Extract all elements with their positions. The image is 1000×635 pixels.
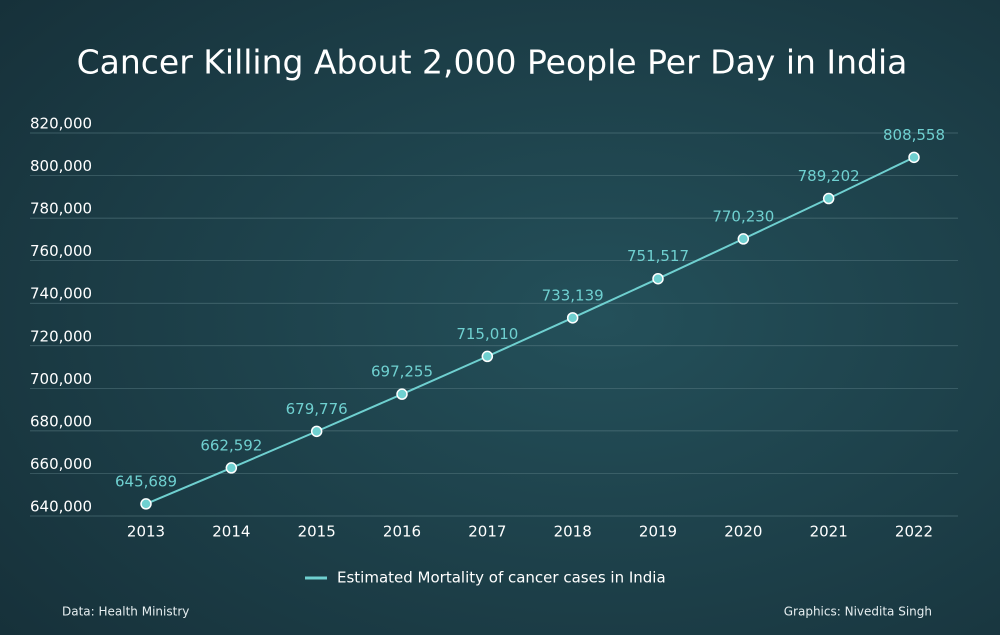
data-label: 789,202 (798, 167, 860, 185)
point (310, 425, 323, 438)
y-tick-label: 660,000 (30, 455, 92, 473)
x-tick-label: 2013 (127, 523, 165, 541)
data-label: 808,558 (883, 126, 945, 144)
credit: Graphics: Nivedita Singh (784, 605, 932, 619)
y-tick-label: 760,000 (30, 242, 92, 260)
y-tick-label: 780,000 (30, 200, 92, 218)
data-label: 751,517 (627, 247, 689, 265)
y-tick-label: 740,000 (30, 285, 92, 303)
x-tick-label: 2022 (895, 523, 933, 541)
data-label: 679,776 (286, 400, 348, 418)
point (481, 350, 494, 363)
x-tick-label: 2017 (468, 523, 506, 541)
point (566, 312, 579, 324)
x-tick-label: 2021 (810, 523, 848, 541)
x-tick-label: 2015 (298, 523, 336, 541)
point (225, 462, 238, 474)
data-label: 662,592 (200, 436, 262, 454)
x-tick-label: 2020 (724, 523, 762, 541)
x-tick-label: 2018 (554, 523, 592, 541)
source: Data: Health Ministry (62, 605, 189, 619)
x-tick-label: 2019 (639, 523, 677, 541)
legend-label: Estimated Mortality of cancer cases in I… (337, 569, 666, 587)
x-tick-label: 2016 (383, 523, 421, 541)
data-label: 645,689 (115, 472, 177, 490)
line (145, 156, 915, 505)
y-tick-label: 800,000 (30, 157, 92, 175)
point (908, 151, 920, 164)
point (652, 272, 664, 285)
point (822, 192, 835, 205)
x-tick-label: 2014 (212, 523, 250, 541)
point (396, 388, 408, 400)
data-label: 770,230 (712, 207, 774, 225)
y-tick-label: 640,000 (30, 498, 92, 516)
y-tick-label: 700,000 (30, 370, 92, 388)
y-tick-label: 680,000 (30, 412, 92, 430)
y-tick-label: 820,000 (30, 115, 92, 133)
point (140, 498, 152, 510)
data-label: 697,255 (371, 363, 433, 381)
data-label: 733,139 (542, 286, 604, 304)
point (737, 233, 750, 245)
data-label: 715,010 (456, 325, 518, 343)
y-tick-label: 720,000 (30, 327, 92, 345)
chart-title: Cancer Killing About 2,000 People Per Da… (77, 43, 908, 82)
